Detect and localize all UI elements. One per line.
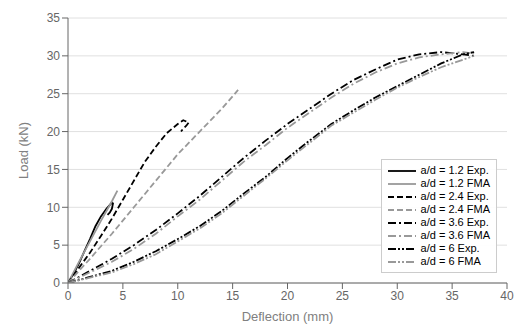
- svg-text:15: 15: [47, 163, 61, 177]
- svg-text:Load (kN): Load (kN): [16, 122, 31, 179]
- svg-text:30: 30: [47, 49, 61, 63]
- svg-text:5: 5: [53, 238, 60, 252]
- html-text:a/d = 2.4 Exp.: a/d = 2.4 Exp.: [420, 190, 489, 202]
- html-text:a/d = 6 Exp.: a/d = 6 Exp.: [420, 242, 480, 254]
- svg-text:10: 10: [171, 289, 185, 303]
- svg-text:35: 35: [47, 11, 61, 25]
- html-text:a/d = 3.6 FMA: a/d = 3.6 FMA: [420, 229, 490, 241]
- svg-text:10: 10: [47, 201, 61, 215]
- svg-text:5: 5: [120, 289, 127, 303]
- html-text:a/d = 2.4 FMA: a/d = 2.4 FMA: [420, 203, 490, 215]
- svg-text:20: 20: [281, 289, 295, 303]
- html-text:a/d = 6 FMA: a/d = 6 FMA: [420, 255, 481, 267]
- svg-text:30: 30: [391, 289, 405, 303]
- svg-text:35: 35: [445, 289, 459, 303]
- svg-text:25: 25: [47, 87, 61, 101]
- svg-text:0: 0: [53, 276, 60, 290]
- html-text:a/d = 1.2 FMA: a/d = 1.2 FMA: [420, 177, 490, 189]
- svg-text:25: 25: [336, 289, 350, 303]
- svg-text:Deflection (mm): Deflection (mm): [242, 309, 334, 324]
- svg-text:40: 40: [500, 289, 514, 303]
- svg-text:0: 0: [65, 289, 72, 303]
- html-text:a/d = 1.2 Exp.: a/d = 1.2 Exp.: [420, 164, 489, 176]
- html-text:a/d = 3.6 Exp.: a/d = 3.6 Exp.: [420, 216, 489, 228]
- svg-text:20: 20: [47, 125, 61, 139]
- svg-text:15: 15: [226, 289, 240, 303]
